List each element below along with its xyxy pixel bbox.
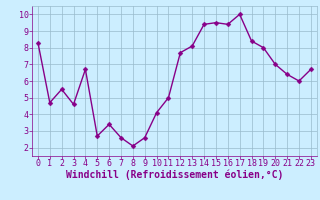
- X-axis label: Windchill (Refroidissement éolien,°C): Windchill (Refroidissement éolien,°C): [66, 170, 283, 180]
